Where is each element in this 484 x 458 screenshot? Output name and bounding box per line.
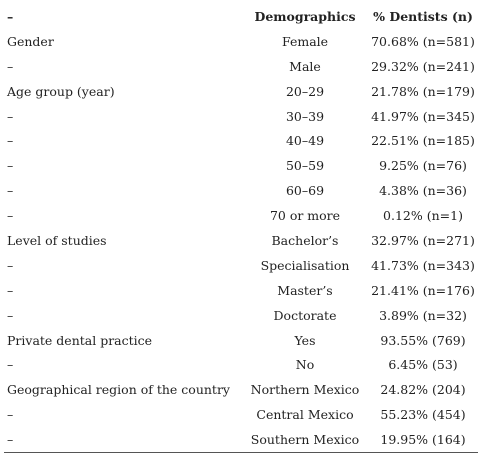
table-cell: – bbox=[7, 357, 14, 373]
table-cell: 19.95% (164) bbox=[380, 432, 466, 448]
table-cell: – bbox=[7, 432, 14, 448]
table-cell: 4.38% (n=36) bbox=[379, 183, 467, 199]
table-cell: 22.51% (n=185) bbox=[371, 133, 475, 149]
table-cell: Bachelor’s bbox=[271, 232, 339, 248]
table-cell: – bbox=[7, 158, 14, 174]
table-row: Geographical region of the country Northe… bbox=[4, 377, 478, 402]
table-cell: Specialisation bbox=[260, 257, 350, 273]
table-cell: 32.97% (n=271) bbox=[371, 232, 475, 248]
table-cell: 93.55% (769) bbox=[380, 332, 466, 348]
table-cell: 9.25% (n=76) bbox=[379, 158, 467, 174]
table-cell: 24.82% (204) bbox=[380, 382, 466, 398]
table-row: – Doctorate 3.89% (n=32) bbox=[4, 303, 478, 328]
table-cell: 55.23% (454) bbox=[380, 407, 466, 423]
table-row: Level of studies Bachelor’s 32.97% (n=271) bbox=[4, 228, 478, 253]
table-cell: 40–49 bbox=[285, 133, 325, 149]
table-row: – Male 29.32% (n=241) bbox=[4, 54, 478, 79]
table-row: – 60–69 4.38% (n=36) bbox=[4, 178, 478, 203]
header-cell: – bbox=[7, 8, 14, 24]
table-cell: 0.12% (n=1) bbox=[383, 208, 463, 224]
table-row: – 30–39 41.97% (n=345) bbox=[4, 104, 478, 129]
table-cell: – bbox=[7, 108, 14, 124]
table-cell: 70.68% (n=581) bbox=[371, 33, 475, 49]
header-row: – Demographics % Dentists (n) bbox=[4, 4, 478, 29]
table-cell: – bbox=[7, 307, 14, 323]
table-cell: – bbox=[7, 257, 14, 273]
table-row: – No 6.45% (53) bbox=[4, 352, 478, 377]
table-row: – Central Mexico 55.23% (454) bbox=[4, 402, 478, 427]
table-cell: 30–39 bbox=[285, 108, 325, 124]
table-cell: Yes bbox=[294, 332, 316, 348]
table-row: Gender Female 70.68% (n=581) bbox=[4, 29, 478, 54]
table-cell: Central Mexico bbox=[256, 407, 354, 423]
table-cell: Southern Mexico bbox=[250, 432, 360, 448]
table-row: – Master’s 21.41% (n=176) bbox=[4, 278, 478, 303]
table-row: Age group (year) 20–29 21.78% (n=179) bbox=[4, 79, 478, 104]
table-cell: – bbox=[7, 183, 14, 199]
table-cell: Gender bbox=[7, 33, 54, 49]
table-cell: – bbox=[7, 208, 14, 224]
table-row: – Southern Mexico 19.95% (164) bbox=[4, 427, 478, 452]
table-cell: 41.73% (n=343) bbox=[371, 257, 475, 273]
table-cell: – bbox=[7, 282, 14, 298]
table-cell: Private dental practice bbox=[7, 332, 153, 348]
table-row: Private dental practice Yes 93.55% (769) bbox=[4, 328, 478, 353]
table-cell: Female bbox=[281, 33, 329, 49]
table-cell: 70 or more bbox=[269, 208, 341, 224]
table-row: – 70 or more 0.12% (n=1) bbox=[4, 203, 478, 228]
table-cell: 6.45% (53) bbox=[388, 357, 458, 373]
demographics-table: – Demographics % Dentists (n) Gender Female… bbox=[4, 4, 478, 454]
table-cell: 41.97% (n=345) bbox=[371, 108, 475, 124]
table-cell: 3.89% (n=32) bbox=[379, 307, 467, 323]
table-cell: 21.41% (n=176) bbox=[371, 282, 475, 298]
table-cell: 20–29 bbox=[285, 83, 325, 99]
table-cell: – bbox=[7, 133, 14, 149]
table-row: – Specialisation 41.73% (n=343) bbox=[4, 253, 478, 278]
table-cell: No bbox=[295, 357, 315, 373]
table-cell: Northern Mexico bbox=[250, 382, 360, 398]
table-cell: 21.78% (n=179) bbox=[371, 83, 475, 99]
table-row: – 40–49 22.51% (n=185) bbox=[4, 128, 478, 153]
table-row: – 50–59 9.25% (n=76) bbox=[4, 153, 478, 178]
table-cell: – bbox=[7, 58, 14, 74]
table-cell: Level of studies bbox=[7, 232, 107, 248]
table-cell: Age group (year) bbox=[7, 83, 115, 99]
header-cell: % Dentists (n) bbox=[373, 8, 473, 24]
table-cell: Geographical region of the country bbox=[7, 382, 230, 398]
table-cell: Master’s bbox=[277, 282, 333, 298]
table-cell: Doctorate bbox=[273, 307, 337, 323]
header-cell: Demographics bbox=[254, 8, 356, 24]
table-cell: Male bbox=[289, 58, 321, 74]
table-cell: – bbox=[7, 407, 14, 423]
table-cell: 50–59 bbox=[285, 158, 325, 174]
table-cell: 60–69 bbox=[285, 183, 325, 199]
table-cell: 29.32% (n=241) bbox=[371, 58, 475, 74]
